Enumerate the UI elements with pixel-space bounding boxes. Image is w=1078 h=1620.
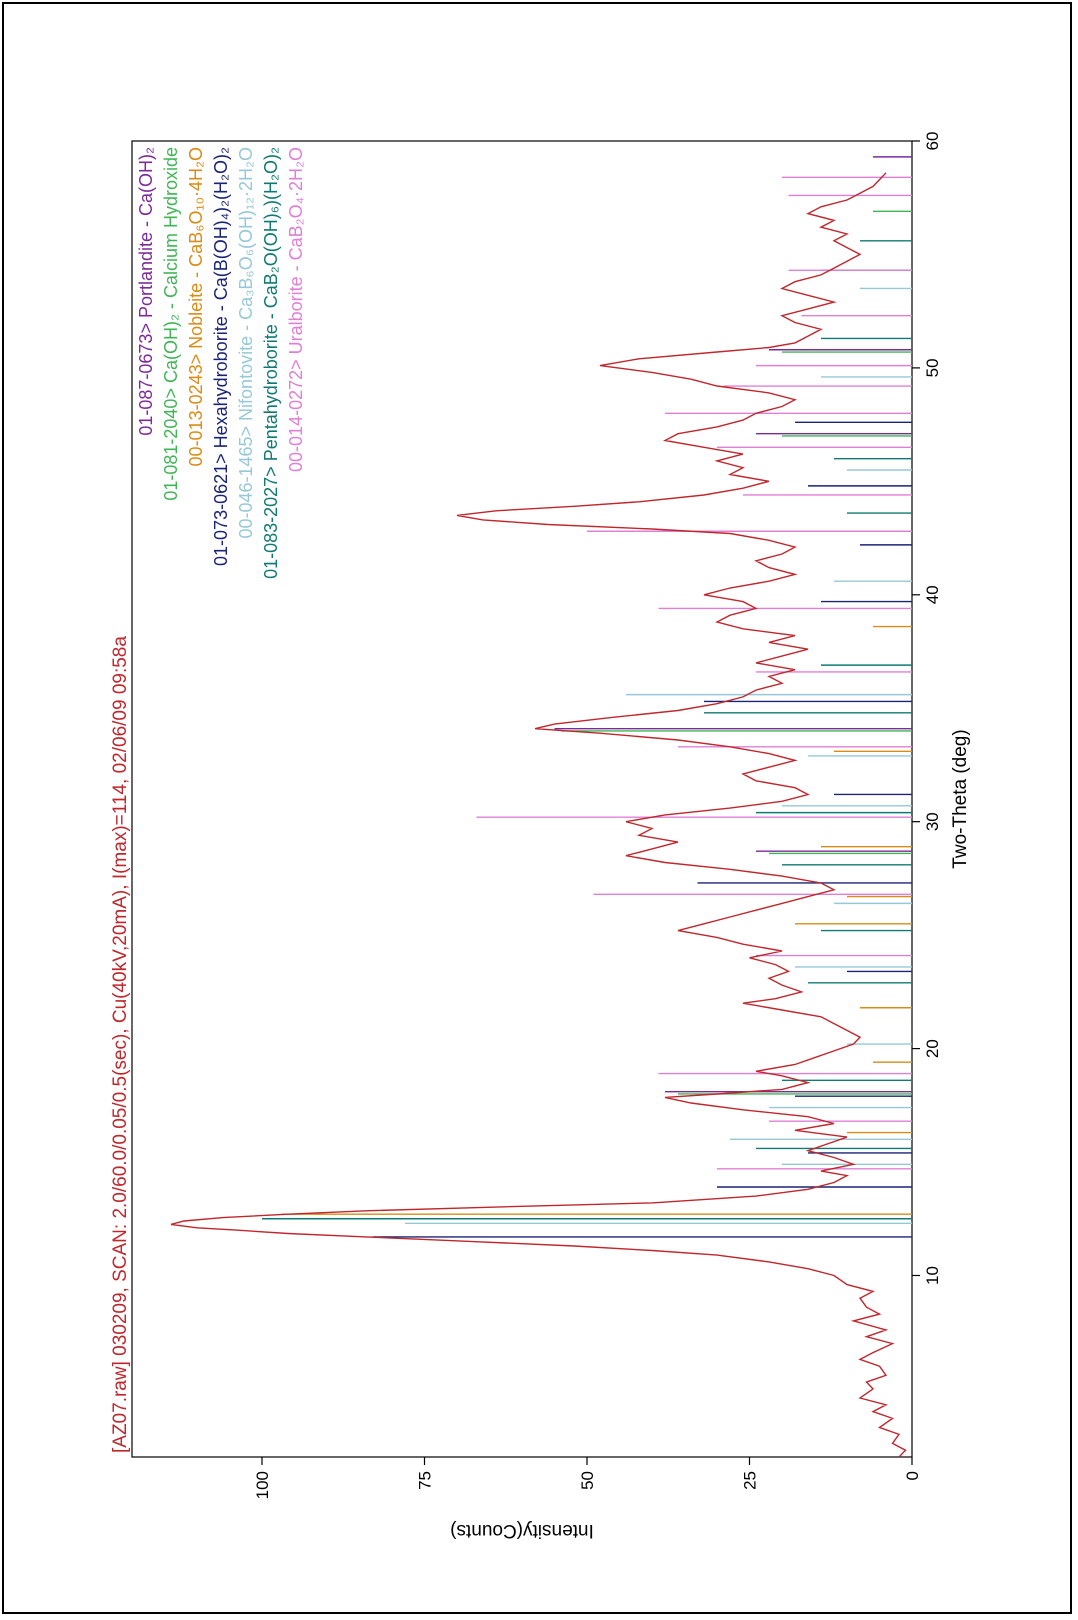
plot-border: [131, 140, 913, 1458]
legend-entry: 01-073-0621> Hexahydroborite - Ca(B(OH)₄…: [211, 147, 231, 566]
y-tick-label: 100: [253, 1471, 272, 1499]
ticks: 10 20 30 40 50 60 0 25 50 75 100: [253, 132, 942, 1500]
legend-entry: 00-013-0243> Nobleite - CaB₆O₁₀·4H₂O: [186, 147, 206, 466]
x-tick-label: 60: [923, 132, 942, 151]
x-tick-label: 10: [923, 1266, 942, 1285]
legend: 01-087-0673> Portlandite - Ca(OH)₂ 01-081…: [136, 147, 306, 579]
chart-title: [AZ07.raw] 030209, SCAN: 2.0/60.0/0.05/0…: [110, 636, 131, 1453]
measured-pattern-line: [170, 172, 907, 1458]
legend-entry: 00-014-0272> Uralborite - CaB₂O₄·2H₂O: [286, 147, 306, 472]
x-tick-label: 30: [923, 812, 942, 831]
plot-area: 10 20 30 40 50 60 0 25 50 75 100 [AZ07.raw] 030209…: [110, 132, 971, 1541]
y-axis-label: Intensity(Counts): [450, 1520, 594, 1541]
x-axis-label: Two-Theta (deg): [950, 729, 971, 868]
legend-entry: 00-046-1465> Nifontovite - Ca₃B₆O₆(OH)₁₂…: [236, 147, 256, 539]
y-tick-label: 0: [903, 1471, 922, 1480]
y-tick-label: 75: [416, 1471, 435, 1490]
legend-entry: 01-087-0673> Portlandite - Ca(OH)₂: [136, 147, 156, 436]
legend-entry: 01-083-2027> Pentahydroborite - CaB₂O(OH…: [261, 147, 281, 579]
y-tick-label: 50: [578, 1471, 597, 1490]
reference-peaks: [262, 156, 912, 1238]
xrd-chart: 10 20 30 40 50 60 0 25 50 75 100 [AZ07.raw] 030209…: [110, 132, 971, 1541]
x-tick-label: 20: [923, 1039, 942, 1058]
y-tick-label: 25: [741, 1471, 760, 1490]
legend-entry: 01-081-2040> Ca(OH)₂ - Calcium Hydroxide: [161, 147, 181, 501]
axes: [131, 140, 913, 1458]
x-tick-label: 50: [923, 358, 942, 377]
x-tick-label: 40: [923, 585, 942, 604]
